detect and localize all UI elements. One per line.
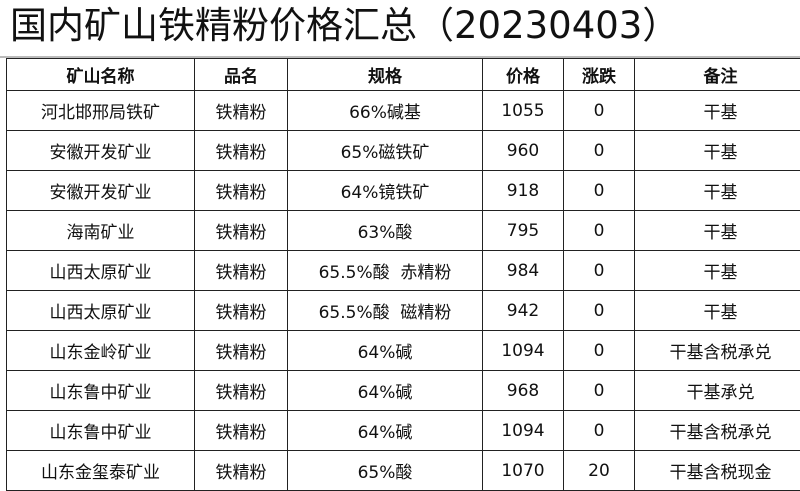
cell-spec: 66%碱基 bbox=[288, 91, 483, 131]
cell-mine-name: 山东鲁中矿业 bbox=[7, 371, 195, 411]
cell-price: 795 bbox=[483, 211, 564, 251]
cell-price: 1094 bbox=[483, 331, 564, 371]
cell-product: 铁精粉 bbox=[195, 291, 288, 331]
cell-spec: 63%酸 bbox=[288, 211, 483, 251]
cell-mine-name: 山东金玺泰矿业 bbox=[7, 451, 195, 491]
cell-change: 0 bbox=[564, 291, 635, 331]
table-header-row: 矿山名称品名规格价格涨跌备注 bbox=[7, 59, 800, 91]
cell-spec: 65.5%酸 赤精粉 bbox=[288, 251, 483, 291]
cell-spec: 65%酸 bbox=[288, 451, 483, 491]
cell-product: 铁精粉 bbox=[195, 451, 288, 491]
cell-price: 1070 bbox=[483, 451, 564, 491]
cell-product: 铁精粉 bbox=[195, 91, 288, 131]
cell-product: 铁精粉 bbox=[195, 171, 288, 211]
cell-remark: 干基 bbox=[635, 131, 800, 171]
cell-price: 1055 bbox=[483, 91, 564, 131]
cell-product: 铁精粉 bbox=[195, 131, 288, 171]
cell-price: 918 bbox=[483, 171, 564, 211]
cell-product: 铁精粉 bbox=[195, 211, 288, 251]
cell-remark: 干基 bbox=[635, 291, 800, 331]
cell-spec: 64%碱 bbox=[288, 411, 483, 451]
cell-change: 0 bbox=[564, 411, 635, 451]
cell-product: 铁精粉 bbox=[195, 251, 288, 291]
cell-spec: 64%镜铁矿 bbox=[288, 171, 483, 211]
cell-change: 20 bbox=[564, 451, 635, 491]
cell-mine-name: 海南矿业 bbox=[7, 211, 195, 251]
cell-remark: 干基含税现金 bbox=[635, 451, 800, 491]
cell-price: 1094 bbox=[483, 411, 564, 451]
cell-mine-name: 山西太原矿业 bbox=[7, 291, 195, 331]
cell-spec: 64%碱 bbox=[288, 371, 483, 411]
cell-mine-name: 安徽开发矿业 bbox=[7, 131, 195, 171]
cell-change: 0 bbox=[564, 131, 635, 171]
cell-spec: 64%碱 bbox=[288, 331, 483, 371]
cell-price: 984 bbox=[483, 251, 564, 291]
header-product: 品名 bbox=[195, 59, 288, 91]
cell-change: 0 bbox=[564, 211, 635, 251]
cell-change: 0 bbox=[564, 91, 635, 131]
cell-remark: 干基 bbox=[635, 171, 800, 211]
cell-change: 0 bbox=[564, 171, 635, 211]
cell-price: 968 bbox=[483, 371, 564, 411]
cell-mine-name: 山东鲁中矿业 bbox=[7, 411, 195, 451]
cell-spec: 65%磁铁矿 bbox=[288, 131, 483, 171]
page-title: 国内矿山铁精粉价格汇总（20230403） bbox=[10, 2, 679, 50]
cell-change: 0 bbox=[564, 251, 635, 291]
header-mine-name: 矿山名称 bbox=[7, 59, 195, 91]
cell-remark: 干基 bbox=[635, 91, 800, 131]
cell-remark: 干基含税承兑 bbox=[635, 331, 800, 371]
cell-remark: 干基承兑 bbox=[635, 371, 800, 411]
cell-product: 铁精粉 bbox=[195, 411, 288, 451]
cell-mine-name: 山东金岭矿业 bbox=[7, 331, 195, 371]
cell-remark: 干基 bbox=[635, 251, 800, 291]
cell-remark: 干基 bbox=[635, 211, 800, 251]
header-spec: 规格 bbox=[288, 59, 483, 91]
cell-spec: 65.5%酸 磁精粉 bbox=[288, 291, 483, 331]
cell-mine-name: 河北邯邢局铁矿 bbox=[7, 91, 195, 131]
cell-mine-name: 山西太原矿业 bbox=[7, 251, 195, 291]
cell-remark: 干基含税承兑 bbox=[635, 411, 800, 451]
cell-price: 960 bbox=[483, 131, 564, 171]
cell-change: 0 bbox=[564, 331, 635, 371]
cell-product: 铁精粉 bbox=[195, 331, 288, 371]
header-remark: 备注 bbox=[635, 59, 800, 91]
cell-mine-name: 安徽开发矿业 bbox=[7, 171, 195, 211]
cell-product: 铁精粉 bbox=[195, 371, 288, 411]
cell-change: 0 bbox=[564, 371, 635, 411]
header-change: 涨跌 bbox=[564, 59, 635, 91]
cell-price: 942 bbox=[483, 291, 564, 331]
header-price: 价格 bbox=[483, 59, 564, 91]
